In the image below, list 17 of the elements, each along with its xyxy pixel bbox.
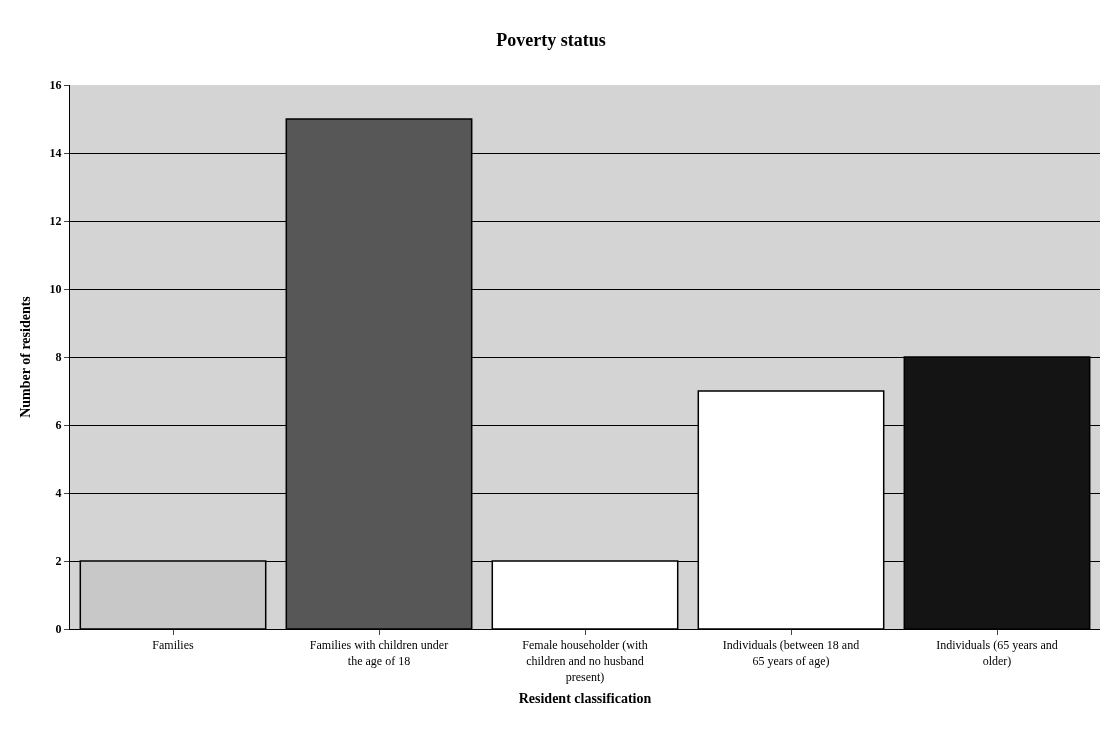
- y-tick-label: 8: [55, 350, 62, 365]
- x-tick-label: Families with children under the age of 18: [309, 638, 449, 668]
- y-tick-label: 6: [55, 418, 62, 433]
- chart-title: Poverty status: [496, 29, 606, 50]
- y-tick-label: 2: [55, 554, 62, 569]
- y-tick-label: 10: [49, 282, 62, 297]
- x-axis-title: Resident classification: [518, 690, 652, 706]
- x-tick-label: Individuals (65 years and older): [936, 638, 1058, 668]
- x-tick-label: Female householder (with children and no husband present): [522, 638, 648, 684]
- y-tick-label: 12: [49, 214, 62, 229]
- y-tick-label: 4: [55, 486, 62, 501]
- y-tick-label: 0: [55, 622, 62, 637]
- y-tick-label: 14: [49, 146, 62, 161]
- x-tick-label: Families: [152, 638, 194, 653]
- x-tick-label: Individuals (between 18 and 65 years of age): [722, 638, 860, 668]
- y-tick-label: 16: [49, 78, 62, 93]
- y-axis-title: Number of residents: [18, 295, 34, 418]
